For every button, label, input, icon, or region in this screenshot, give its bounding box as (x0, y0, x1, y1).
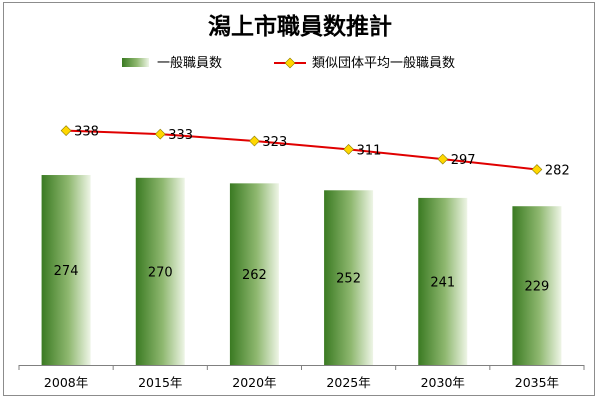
line-point (343, 143, 354, 155)
bar (135, 177, 185, 365)
x-tick-label: 2025年 (326, 375, 370, 390)
bar-value-label: 252 (336, 272, 361, 287)
bar-value-label: 229 (525, 280, 550, 295)
legend-entry-line: 類似団体平均一般職員数 (274, 55, 455, 71)
legend-marker-line (284, 57, 296, 69)
line-value-label: 282 (545, 163, 570, 178)
line-value-label: 297 (451, 153, 476, 168)
x-tick-label: 2015年 (138, 375, 182, 390)
chart-title: 潟上市職員数推計 (208, 13, 392, 40)
line-point (531, 164, 543, 175)
bar (324, 190, 374, 365)
legend-entry-bars: 一般職員数 (122, 55, 222, 71)
bar-value-label: 270 (148, 265, 173, 280)
line-point (154, 128, 166, 140)
series-line (66, 129, 538, 171)
line-value-label: 333 (168, 128, 193, 143)
x-tick-label: 2035年 (515, 375, 559, 390)
bar (418, 197, 468, 365)
x-tick-label: 2030年 (421, 375, 465, 390)
legend: 一般職員数 類似団体平均一般職員数 (122, 55, 455, 71)
chart-frame: 潟上市職員数推計 一般職員数 類似団体平均一般職員数 274 270 262 252 2… (3, 2, 595, 396)
line-value-label: 311 (357, 143, 382, 158)
bar (229, 183, 279, 365)
bar-value-label: 262 (242, 268, 267, 283)
line-point (60, 125, 72, 137)
line-point (437, 153, 449, 165)
x-axis-ticks: 2008年 2015年 2020年 2025年 2030年 2035年 (18, 365, 585, 390)
plot-area: 274 270 262 252 241 229 338 333 323 311 297 282 20… (18, 125, 585, 390)
line-value-label: 323 (262, 135, 287, 150)
legend-label-bars: 一般職員数 (157, 55, 222, 71)
line-point (249, 135, 260, 147)
bar-series: 274 270 262 252 241 229 (41, 175, 562, 365)
bar-value-label: 241 (430, 275, 455, 290)
chart: 潟上市職員数推計 一般職員数 類似団体平均一般職員数 274 270 262 252 2… (18, 13, 585, 390)
legend-label-line: 類似団体平均一般職員数 (312, 55, 455, 71)
x-tick-label: 2008年 (44, 375, 88, 390)
bar-value-label: 274 (54, 264, 79, 279)
bar (512, 206, 562, 365)
bar (41, 175, 91, 365)
line-value-label: 338 (74, 125, 99, 140)
line-series: 338 333 323 311 297 282 (60, 125, 570, 178)
legend-swatch-bars (122, 58, 149, 67)
x-tick-label: 2020年 (232, 375, 276, 390)
